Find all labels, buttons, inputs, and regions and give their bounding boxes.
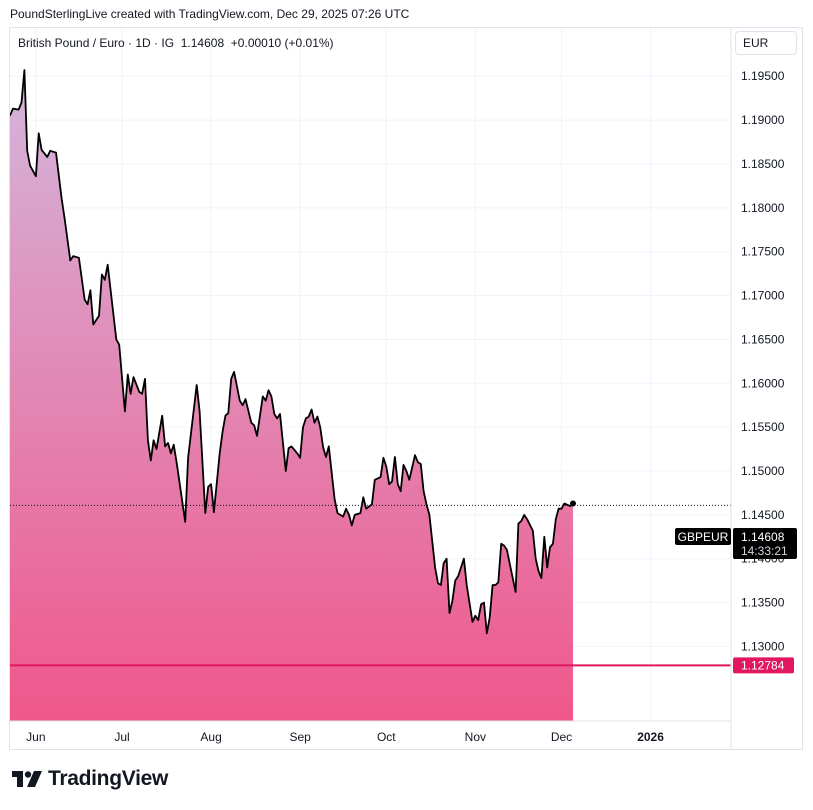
tradingview-logo-icon bbox=[12, 771, 42, 787]
chart-frame[interactable] bbox=[9, 27, 803, 750]
time-axis[interactable]: Jun Jul Aug Sep Oct Nov Dec 2026 bbox=[26, 730, 664, 744]
chart-caption: PoundSterlingLive created with TradingVi… bbox=[10, 7, 410, 21]
legend-price: 1.14608 bbox=[180, 36, 225, 50]
y-tick-label: 1.19000 bbox=[741, 113, 785, 127]
price-line bbox=[10, 69, 574, 635]
y-tick-label: 1.17500 bbox=[741, 245, 785, 259]
currency-button[interactable]: EUR bbox=[735, 31, 797, 55]
y-tick-label: 1.14500 bbox=[741, 508, 785, 522]
x-tick-label: Aug bbox=[200, 730, 221, 744]
y-tick-label: 1.17000 bbox=[741, 289, 785, 303]
price-area bbox=[10, 70, 573, 721]
x-tick-label: Jul bbox=[114, 730, 129, 744]
y-tick-label: 1.13500 bbox=[741, 596, 785, 610]
x-tick-label: Sep bbox=[289, 730, 311, 744]
bar-countdown: 14:33:21 bbox=[741, 544, 788, 558]
support-price-label: 1.12784 bbox=[733, 657, 794, 674]
x-tick-label: Jun bbox=[26, 730, 45, 744]
y-tick-label: 1.15500 bbox=[741, 420, 785, 434]
last-price-dot bbox=[570, 500, 577, 507]
x-tick-label: Nov bbox=[465, 730, 486, 744]
x-tick-label: 2026 bbox=[637, 730, 664, 744]
support-price-value: 1.12784 bbox=[741, 658, 785, 672]
y-tick-label: 1.16000 bbox=[741, 376, 785, 390]
y-tick-label: 1.19500 bbox=[741, 69, 785, 83]
last-price-label: 1.14608 14:33:21 bbox=[733, 528, 797, 559]
tradingview-logo[interactable]: TradingView bbox=[12, 767, 168, 791]
legend-symbol: British Pound / Euro · 1D · IG bbox=[18, 36, 175, 50]
price-axis[interactable]: 1.130001.135001.140001.145001.150001.155… bbox=[741, 69, 785, 653]
y-tick-label: 1.18500 bbox=[741, 157, 785, 171]
last-price-value: 1.14608 bbox=[741, 530, 785, 544]
x-tick-label: Dec bbox=[551, 730, 572, 744]
y-tick-label: 1.18000 bbox=[741, 201, 785, 215]
y-tick-label: 1.15000 bbox=[741, 464, 785, 478]
chart-legend: British Pound / Euro · 1D · IG 1.14608 +… bbox=[18, 36, 334, 50]
symbol-price-label: GBPEUR bbox=[675, 528, 731, 545]
x-tick-label: Oct bbox=[377, 730, 396, 744]
tradingview-wordmark: TradingView bbox=[48, 767, 169, 790]
price-chart[interactable]: 1.130001.135001.140001.145001.150001.155… bbox=[0, 0, 813, 760]
y-tick-label: 1.13000 bbox=[741, 639, 785, 653]
y-tick-label: 1.16500 bbox=[741, 332, 785, 346]
symbol-tag: GBPEUR bbox=[678, 530, 729, 544]
legend-change: +0.00010 (+0.01%) bbox=[230, 36, 334, 50]
